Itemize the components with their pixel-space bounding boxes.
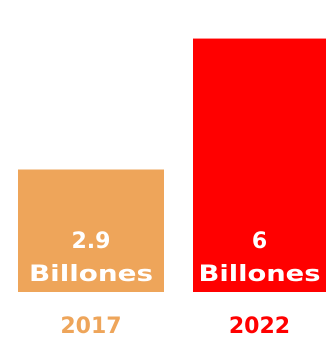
bar-2022 xyxy=(193,38,326,292)
bar-2017 xyxy=(18,169,164,292)
data-label-value-2022: 6 xyxy=(252,229,267,254)
category-label-2022: 2022 xyxy=(229,314,290,339)
category-label-2017: 2017 xyxy=(60,314,121,339)
data-label-unit-2017: Billones xyxy=(29,262,153,287)
data-label-unit-2022: Billones xyxy=(199,262,321,287)
data-label-value-2017: 2.9 xyxy=(72,229,111,254)
